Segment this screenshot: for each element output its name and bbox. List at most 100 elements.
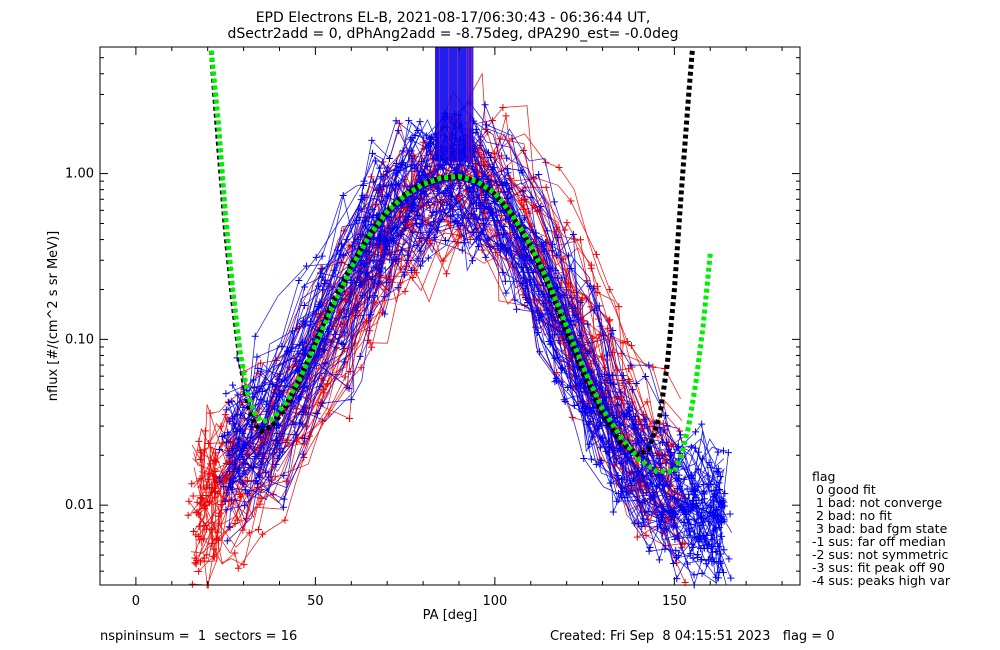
data-point-marker	[205, 440, 213, 448]
peak-marker-layer	[435, 47, 474, 162]
fit-curve-green	[208, 50, 713, 474]
data-point-marker	[606, 286, 614, 294]
series-blue	[215, 99, 735, 589]
data-point-marker	[221, 497, 229, 505]
data-point-marker	[563, 219, 571, 227]
data-point-marker	[502, 289, 510, 297]
data-point-marker	[380, 183, 388, 191]
data-point-marker	[689, 543, 697, 551]
data-point-marker	[319, 386, 327, 394]
data-point-marker	[350, 238, 358, 246]
data-point-marker	[721, 490, 729, 498]
data-point-marker	[300, 302, 308, 310]
data-point-marker	[501, 178, 509, 186]
data-point-marker	[212, 449, 220, 457]
data-point-marker	[300, 440, 308, 448]
data-point-marker	[587, 455, 595, 463]
data-point	[652, 482, 661, 491]
x-tick-label: 150	[662, 594, 687, 609]
data-point-marker	[409, 208, 417, 216]
data-point-marker	[551, 331, 559, 339]
legend-item-4: -1 sus: far off median	[812, 534, 946, 549]
data-point-marker	[655, 556, 663, 564]
data-point-marker	[443, 270, 451, 278]
data-point-marker	[632, 379, 640, 387]
data-point-marker	[692, 428, 700, 436]
data-point-marker	[296, 356, 304, 364]
data-layer	[184, 72, 735, 589]
data-point-marker	[577, 331, 585, 339]
data-point-marker	[257, 359, 265, 367]
data-point-marker	[429, 209, 437, 217]
data-point-marker	[366, 327, 374, 335]
legend-item-0: 0 good fit	[812, 482, 876, 497]
data-point-marker	[626, 413, 634, 421]
data-point-marker	[714, 465, 722, 473]
data-point-marker	[356, 282, 364, 290]
data-point-marker	[225, 399, 233, 407]
data-point-marker	[222, 506, 230, 514]
data-point-marker	[567, 197, 575, 205]
data-point-marker	[503, 165, 511, 173]
data-point-marker	[295, 276, 303, 284]
footer-created-info: Created: Fri Sep 8 04:15:51 2023 flag = …	[550, 629, 835, 644]
data-point-marker	[414, 127, 422, 135]
data-point-marker	[656, 521, 664, 529]
data-point-marker	[612, 455, 620, 463]
data-point-marker	[423, 163, 431, 171]
data-point-marker	[613, 401, 621, 409]
data-point-marker	[439, 257, 447, 265]
data-point-marker	[532, 323, 540, 331]
data-point-marker	[377, 236, 385, 244]
data-point-marker	[274, 454, 282, 462]
data-point-marker	[416, 234, 424, 242]
data-point-marker	[638, 522, 646, 530]
data-point-marker	[640, 508, 648, 516]
data-point-marker	[667, 516, 675, 524]
data-point-marker	[293, 434, 301, 442]
data-point	[616, 444, 625, 453]
data-point	[293, 366, 302, 375]
data-point-marker	[299, 450, 307, 458]
data-point-marker	[256, 385, 264, 393]
data-point-marker	[221, 411, 229, 419]
y-tick-label: 0.10	[65, 332, 94, 347]
data-point-marker	[253, 353, 261, 361]
data-point-marker	[332, 330, 340, 338]
data-point-marker	[669, 523, 677, 531]
data-point-marker	[519, 188, 527, 196]
data-point-marker	[633, 533, 641, 541]
data-point-marker	[658, 451, 666, 459]
data-point-marker	[527, 194, 535, 202]
data-point-marker	[577, 236, 585, 244]
data-point-marker	[625, 365, 633, 373]
data-point-marker	[195, 567, 203, 575]
data-point-marker	[513, 305, 521, 313]
data-point-marker	[685, 516, 693, 524]
data-point-marker	[702, 560, 710, 568]
data-point-marker	[214, 528, 222, 536]
data-point-marker	[451, 218, 459, 226]
data-point-marker	[223, 489, 231, 497]
data-point-marker	[584, 320, 592, 328]
data-point-marker	[366, 339, 374, 347]
data-point-marker	[716, 473, 724, 481]
data-point-marker	[675, 471, 683, 479]
data-point-marker	[185, 497, 193, 505]
data-point-marker	[687, 443, 695, 451]
data-point-marker	[242, 486, 250, 494]
data-point-marker	[193, 498, 201, 506]
data-point-marker	[318, 273, 326, 281]
data-point-marker	[220, 483, 228, 491]
data-point-marker	[408, 206, 416, 214]
data-point-marker	[408, 155, 416, 163]
data-point-marker	[714, 498, 722, 506]
data-point-marker	[560, 396, 568, 404]
footer-sector-info: nspininsum = 1 sectors = 16	[100, 629, 297, 644]
data-point-marker	[319, 345, 327, 353]
data-point-marker	[578, 294, 586, 302]
data-point-marker	[502, 112, 510, 120]
data-point-marker	[548, 240, 556, 248]
data-point-marker	[531, 281, 539, 289]
data-point-marker	[201, 427, 209, 435]
